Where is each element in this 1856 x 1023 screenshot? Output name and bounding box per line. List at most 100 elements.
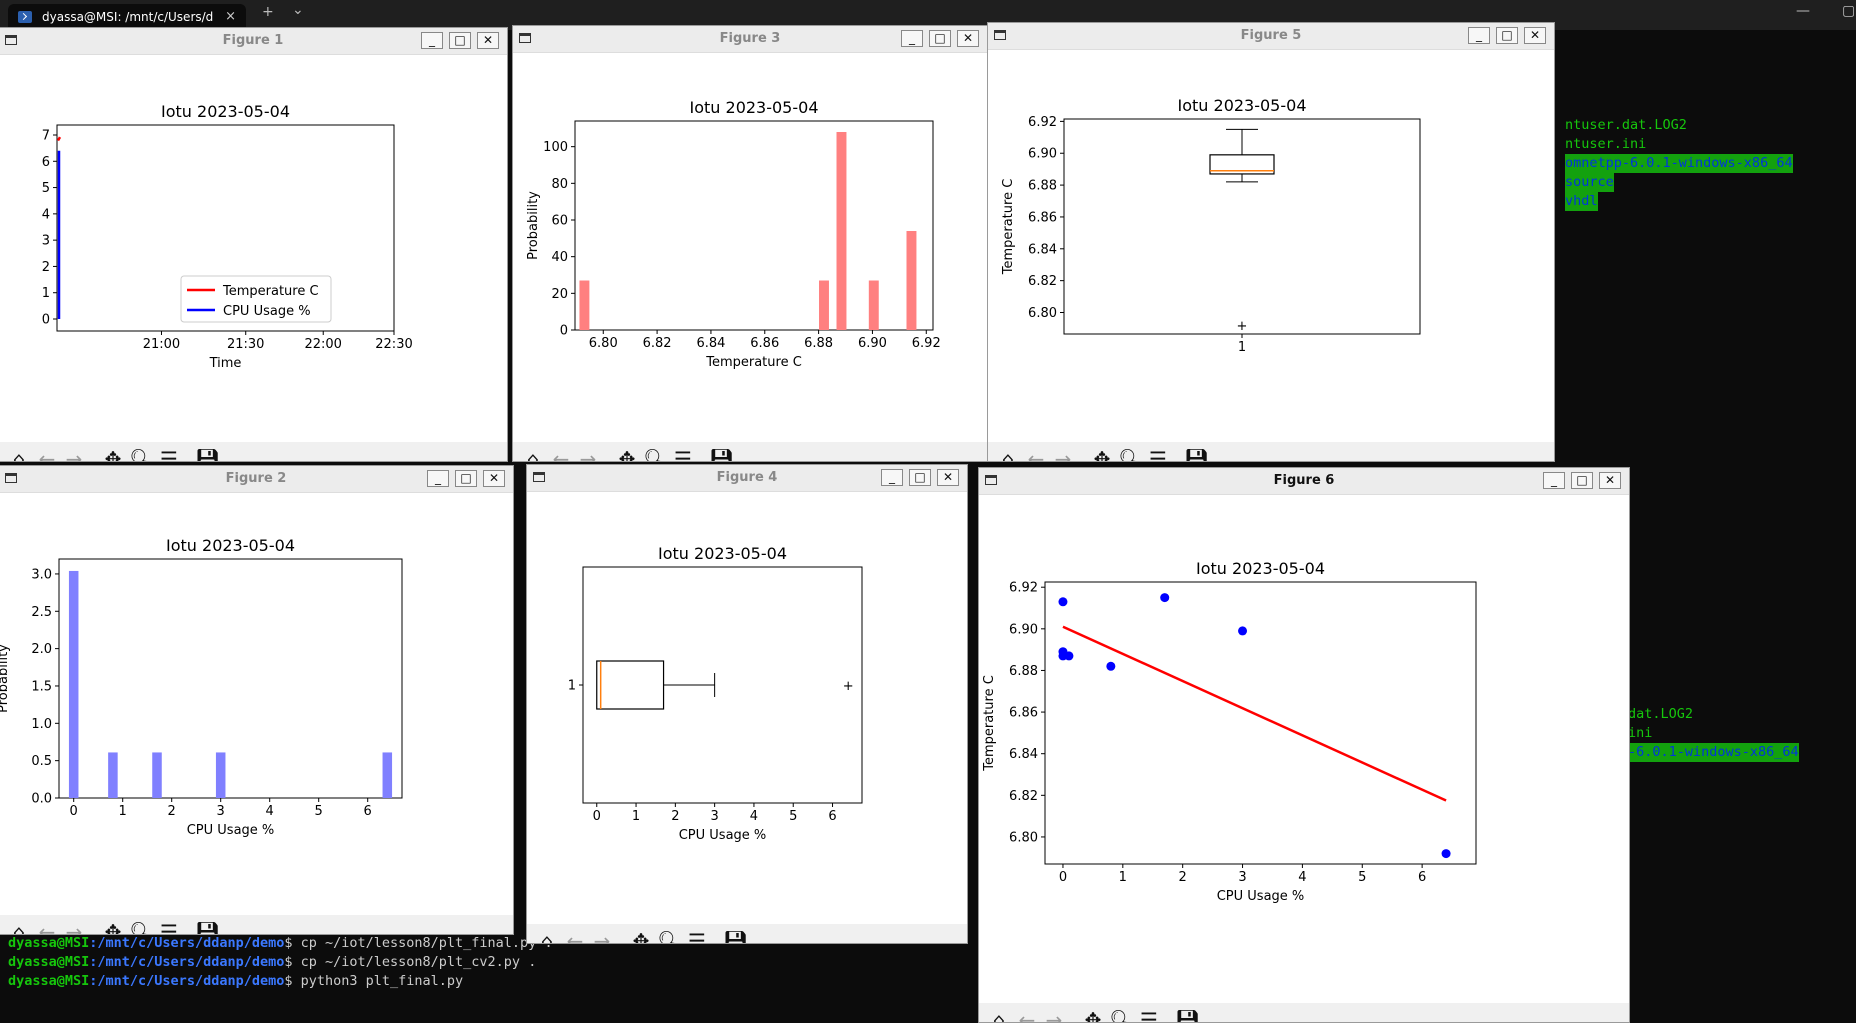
y-tick-label: 0 (560, 324, 568, 339)
close-button[interactable]: ✕ (1599, 472, 1621, 489)
zoom-icon[interactable]: 🔍︎ (1118, 447, 1144, 462)
app-window-icon (5, 473, 17, 483)
minimize-button[interactable]: _ (421, 32, 443, 49)
zoom-icon[interactable]: 🔍︎ (657, 929, 683, 944)
back-arrow-icon[interactable]: ← (1018, 1008, 1036, 1023)
window-titlebar[interactable]: Figure 5 _ □ ✕ (988, 23, 1554, 50)
figure-canvas[interactable]: Iotu 2023-05-04 0 1 2 3 4 5 6 7 21:00 21:30 22:00 22… (0, 55, 507, 442)
y-tick-label: 6.80 (1009, 830, 1038, 845)
x-tick-label: 22:30 (375, 337, 412, 352)
forward-arrow-icon[interactable]: → (1054, 447, 1072, 462)
minimize-button[interactable]: _ (1543, 472, 1565, 489)
forward-arrow-icon[interactable]: → (579, 447, 597, 462)
home-icon[interactable]: ⌂ (540, 929, 554, 944)
tab-dropdown-button[interactable]: ⌄ (292, 2, 304, 18)
configure-icon[interactable]: ☰ (688, 929, 706, 944)
close-button[interactable]: ✕ (483, 470, 505, 487)
figure-window-fig4[interactable]: Figure 4 _ □ ✕ Iotu 2023-05-04 0 1 2 3 4 5 6 1 CPU Us… (526, 464, 968, 944)
window-titlebar[interactable]: Figure 2 _ □ ✕ (0, 466, 513, 493)
home-icon[interactable]: ⌂ (992, 1008, 1006, 1023)
terminal-minimize-button[interactable]: — (1796, 3, 1810, 19)
figure-canvas[interactable]: Iotu 2023-05-04 0 1 2 3 4 5 6 0.0 0.5 1.0 1.5 2.0 2.5… (0, 493, 513, 915)
save-icon[interactable]: 💾︎ (195, 920, 221, 935)
configure-icon[interactable]: ☰ (1149, 447, 1167, 462)
histogram-bar (906, 231, 917, 330)
forward-arrow-icon[interactable]: → (65, 920, 83, 935)
minimize-button[interactable]: _ (901, 30, 923, 47)
terminal-tab[interactable]: dyassa@MSI: /mnt/c/Users/d × (8, 4, 246, 30)
histogram-bar (382, 752, 393, 798)
figure-window-fig2[interactable]: Figure 2 _ □ ✕ Iotu 2023-05-04 0 1 2 3 4 5 6 0.0 0.5 1… (0, 465, 514, 935)
forward-arrow-icon[interactable]: → (593, 929, 611, 944)
plot-title: Iotu 2023-05-04 (1178, 96, 1307, 115)
figure-canvas[interactable]: Iotu 2023-05-04 0 1 2 3 4 5 6 1 CPU Usage % + (527, 492, 967, 924)
forward-arrow-icon[interactable]: → (65, 447, 83, 462)
maximize-button[interactable]: □ (909, 469, 931, 486)
figure-window-fig6[interactable]: Figure 6 _ □ ✕ Iotu 2023-05-04 0 1 2 3 4 5 6 6.80 6.8… (978, 467, 1630, 1023)
minimize-button[interactable]: _ (427, 470, 449, 487)
home-icon[interactable]: ⌂ (1001, 447, 1015, 462)
configure-icon[interactable]: ☰ (160, 920, 178, 935)
window-titlebar[interactable]: Figure 3 _ □ ✕ (513, 26, 987, 53)
back-arrow-icon[interactable]: ← (566, 929, 584, 944)
pan-icon[interactable]: ✥ (1084, 1008, 1102, 1023)
figure-window-fig3[interactable]: Figure 3 _ □ ✕ Iotu 2023-05-04 6.80 6.82 6.84 6.… (512, 25, 988, 462)
y-tick-label: 0 (42, 313, 50, 328)
tab-close-icon[interactable]: × (225, 9, 236, 24)
home-icon[interactable]: ⌂ (526, 447, 540, 462)
zoom-icon[interactable]: 🔍︎ (129, 920, 155, 935)
window-titlebar[interactable]: Figure 4 _ □ ✕ (527, 465, 967, 492)
close-button[interactable]: ✕ (937, 469, 959, 486)
x-tick-label: 6 (1418, 870, 1426, 885)
y-tick-label: 6.90 (1009, 622, 1038, 637)
close-button[interactable]: ✕ (477, 32, 499, 49)
configure-icon[interactable]: ☰ (1140, 1008, 1158, 1023)
configure-icon[interactable]: ☰ (674, 447, 692, 462)
outlier-marker: + (1237, 319, 1248, 334)
zoom-icon[interactable]: 🔍︎ (643, 447, 669, 462)
figure-canvas[interactable]: Iotu 2023-05-04 0 1 2 3 4 5 6 6.80 6.82 6.84 6.86 6.… (979, 495, 1629, 1003)
x-tick-label: 6.82 (643, 336, 672, 351)
y-tick-label: 6.90 (1028, 147, 1057, 162)
terminal-maximize-button[interactable]: ▢ (1842, 3, 1856, 19)
x-tick-label: 2 (671, 809, 679, 824)
back-arrow-icon[interactable]: ← (38, 920, 56, 935)
save-icon[interactable]: 💾︎ (1184, 447, 1210, 462)
save-icon[interactable]: 💾︎ (709, 447, 735, 462)
figure-canvas[interactable]: Iotu 2023-05-04 6.80 6.82 6.84 6.86 6.88 6.90 6… (988, 50, 1554, 442)
back-arrow-icon[interactable]: ← (552, 447, 570, 462)
figure-canvas[interactable]: Iotu 2023-05-04 6.80 6.82 6.84 6.86 6.88 6.90 6… (513, 53, 987, 442)
scatter-point (1064, 651, 1074, 661)
close-button[interactable]: ✕ (1524, 27, 1546, 44)
pan-icon[interactable]: ✥ (1093, 447, 1111, 462)
zoom-icon[interactable]: 🔍︎ (1109, 1008, 1135, 1023)
forward-arrow-icon[interactable]: → (1045, 1008, 1063, 1023)
new-tab-button[interactable]: + (262, 4, 274, 20)
home-icon[interactable]: ⌂ (12, 447, 26, 462)
save-icon[interactable]: 💾︎ (723, 929, 749, 944)
maximize-button[interactable]: □ (1496, 27, 1518, 44)
pan-icon[interactable]: ✥ (104, 920, 122, 935)
window-titlebar[interactable]: Figure 1 _ □ ✕ (0, 28, 507, 55)
window-titlebar[interactable]: Figure 6 _ □ ✕ (979, 468, 1629, 495)
pan-icon[interactable]: ✥ (104, 447, 122, 462)
plot-title: Iotu 2023-05-04 (658, 544, 787, 563)
home-icon[interactable]: ⌂ (12, 920, 26, 935)
close-button[interactable]: ✕ (957, 30, 979, 47)
maximize-button[interactable]: □ (1571, 472, 1593, 489)
back-arrow-icon[interactable]: ← (38, 447, 56, 462)
save-icon[interactable]: 💾︎ (1175, 1008, 1201, 1023)
save-icon[interactable]: 💾︎ (195, 447, 221, 462)
zoom-icon[interactable]: 🔍︎ (129, 447, 155, 462)
back-arrow-icon[interactable]: ← (1027, 447, 1045, 462)
maximize-button[interactable]: □ (449, 32, 471, 49)
maximize-button[interactable]: □ (455, 470, 477, 487)
pan-icon[interactable]: ✥ (618, 447, 636, 462)
maximize-button[interactable]: □ (929, 30, 951, 47)
configure-icon[interactable]: ☰ (160, 447, 178, 462)
pan-icon[interactable]: ✥ (632, 929, 650, 944)
figure-window-fig1[interactable]: Figure 1 _ □ ✕ Iotu 2023-05-04 0 1 2 3 4 5 6 7 21:00 2… (0, 27, 508, 462)
minimize-button[interactable]: _ (1468, 27, 1490, 44)
minimize-button[interactable]: _ (881, 469, 903, 486)
figure-window-fig5[interactable]: Figure 5 _ □ ✕ Iotu 2023-05-04 6.80 6.82 6.84 6.… (987, 22, 1555, 462)
